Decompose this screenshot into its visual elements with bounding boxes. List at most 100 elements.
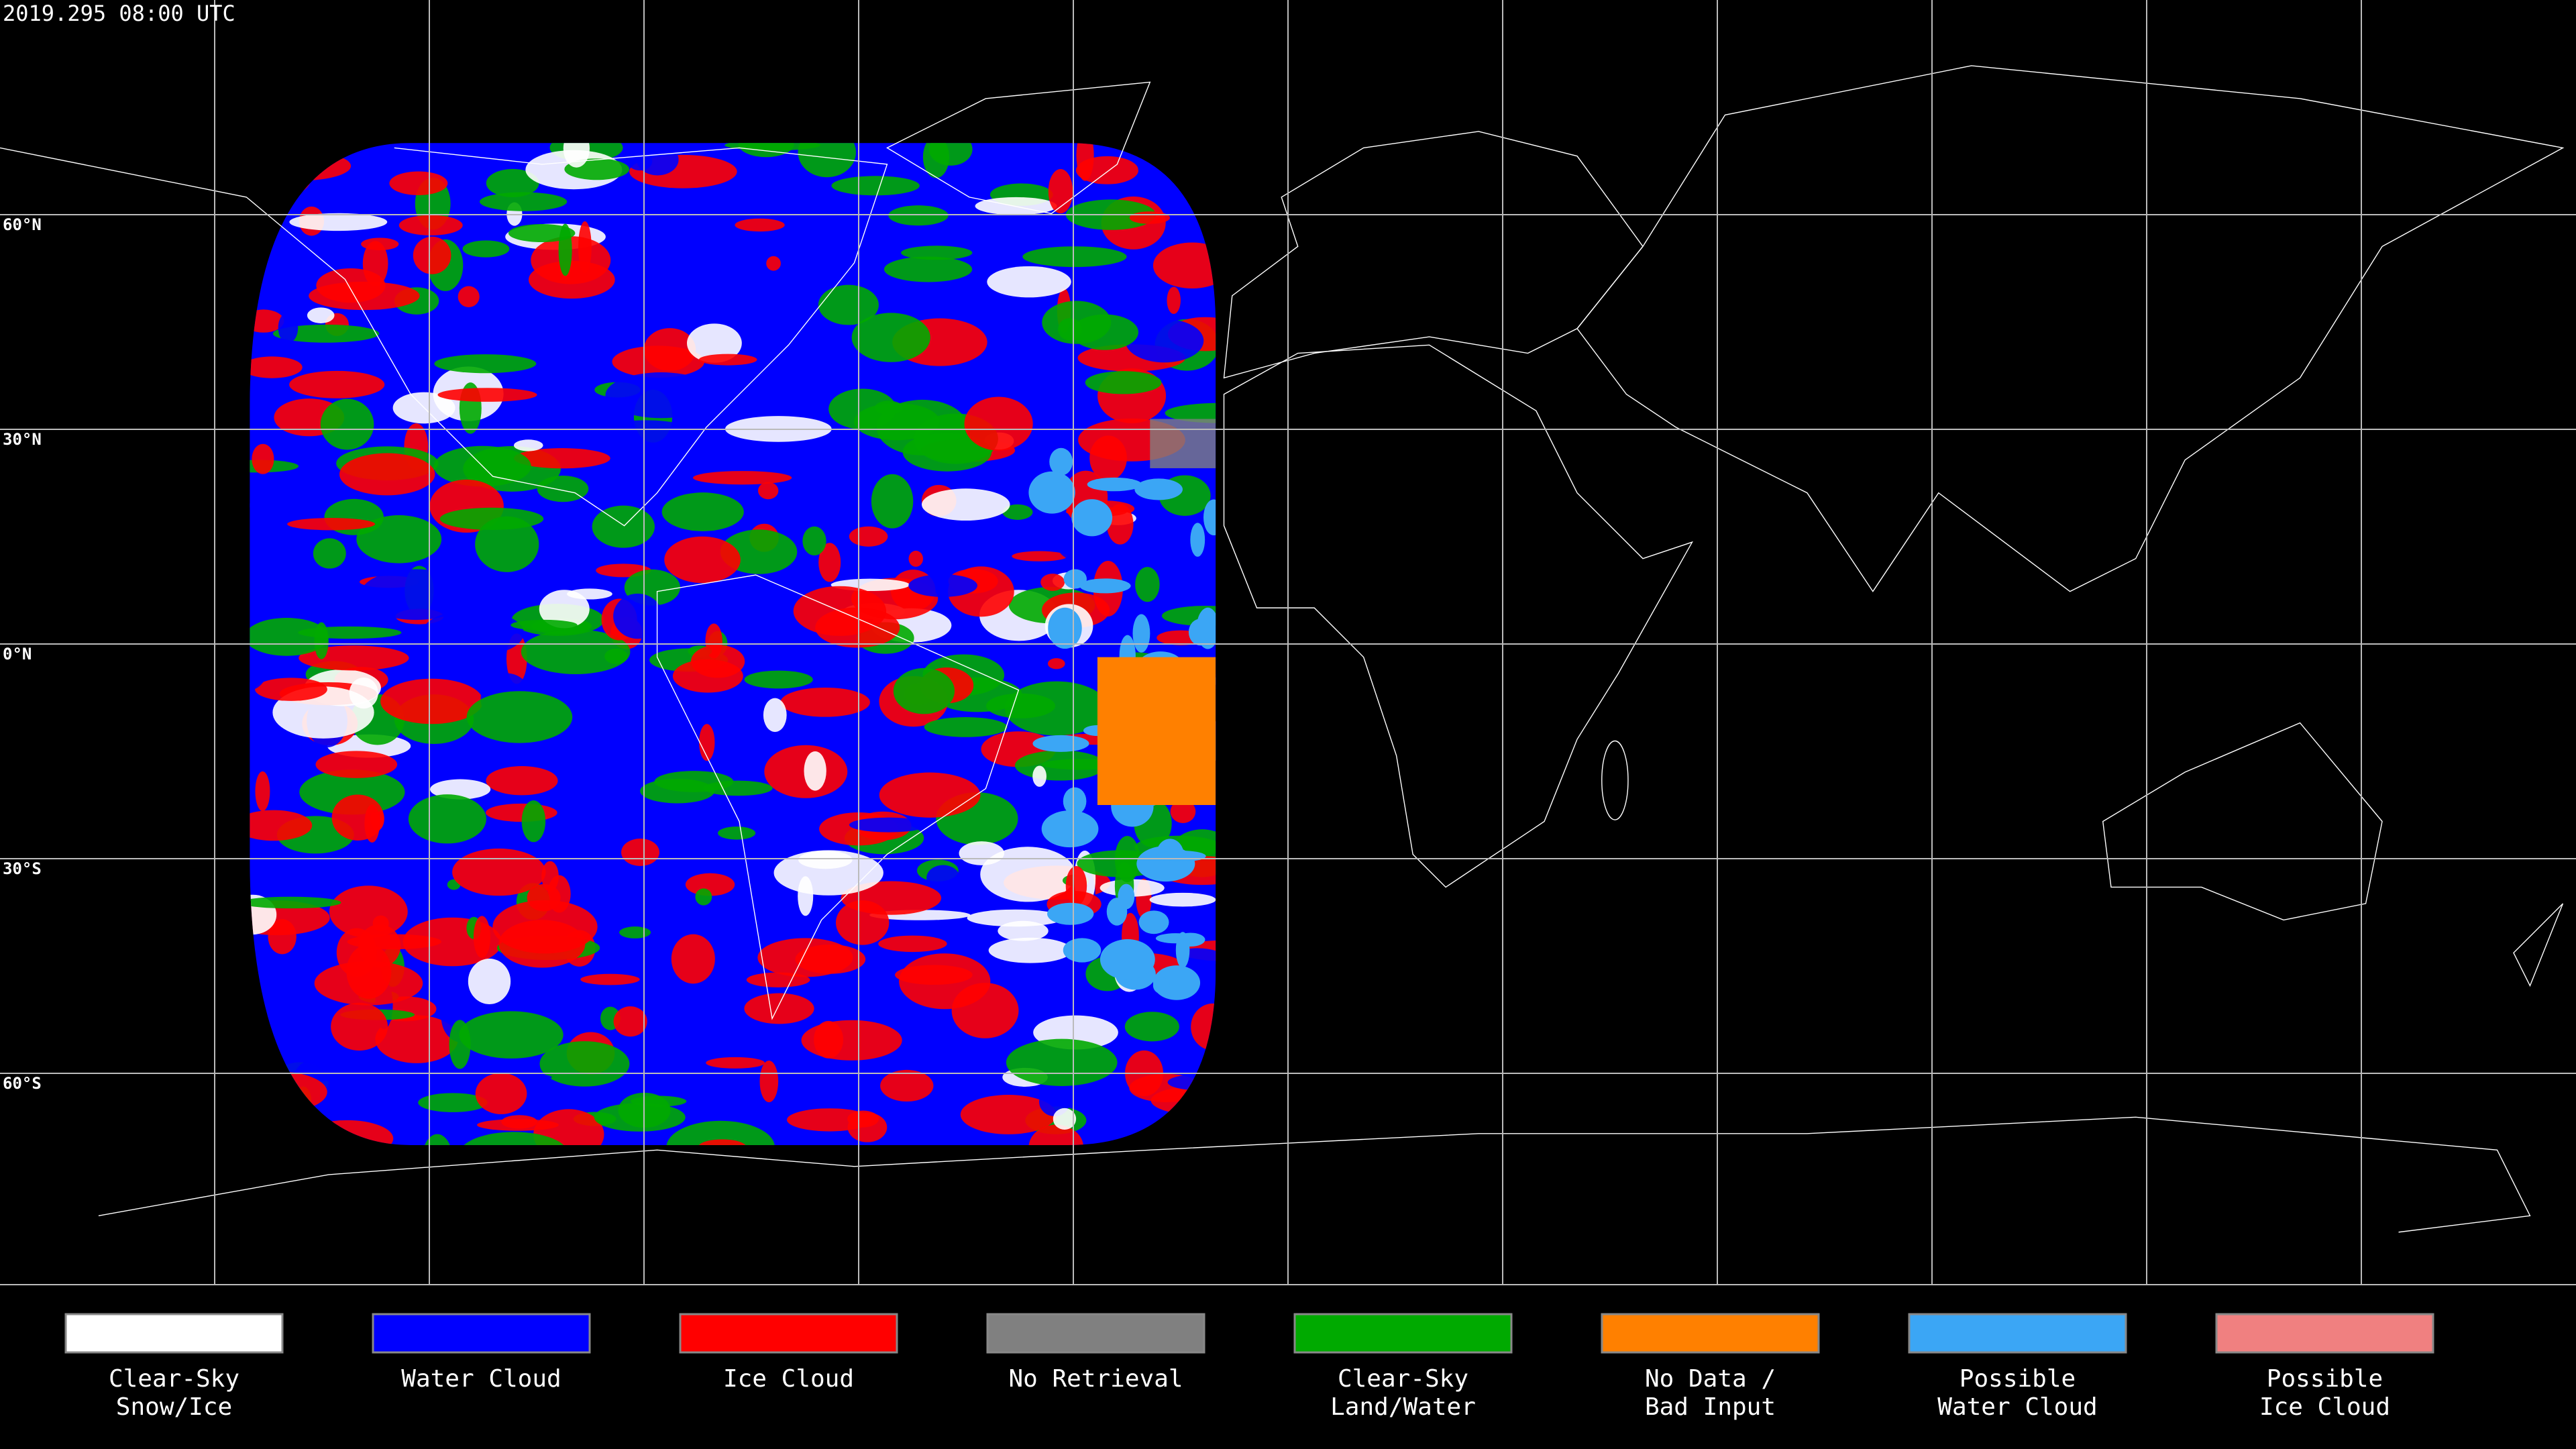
cloud-patch xyxy=(1057,526,1118,564)
cloud-patch xyxy=(831,176,920,196)
cloud-patch xyxy=(985,693,1056,718)
cloud-patch xyxy=(430,779,491,800)
cloud-patch xyxy=(449,1020,471,1069)
cloud-patch xyxy=(744,670,813,689)
cloud-patch xyxy=(763,698,787,733)
cloud-patch xyxy=(695,888,712,906)
cloud-patch xyxy=(706,1057,765,1069)
cloud-patch xyxy=(289,213,388,231)
cloud-patch xyxy=(619,926,651,938)
cloud-patch xyxy=(847,1110,879,1128)
cloud-patch xyxy=(508,224,576,243)
cloud-patch xyxy=(605,372,717,419)
cloud-patch xyxy=(1089,435,1127,481)
coastline xyxy=(1224,131,1643,378)
legend-swatch xyxy=(1601,1313,1820,1354)
legend-swatch xyxy=(1293,1313,1513,1354)
cloud-patch xyxy=(893,667,955,714)
cloud-patch xyxy=(1118,883,1135,910)
cloud-patch xyxy=(757,482,779,500)
cloud-patch xyxy=(980,847,1076,902)
coastline xyxy=(657,575,1019,1018)
latitude-label: 60°S xyxy=(3,1074,42,1093)
cloud-patch xyxy=(360,569,472,621)
cloud-patch xyxy=(921,488,1010,521)
cloud-patch xyxy=(513,448,610,469)
cloud-patch xyxy=(527,883,561,912)
cloud-patch xyxy=(908,574,977,597)
cloud-patch xyxy=(266,1004,316,1034)
cloud-patch xyxy=(418,1093,488,1112)
cloud-patch xyxy=(331,1002,388,1051)
cloud-patch xyxy=(1165,402,1216,423)
cloud-patch xyxy=(1135,567,1160,602)
cloud-patch xyxy=(1138,910,1169,934)
latitude-label: 30°N xyxy=(3,430,42,449)
legend-label: Possible xyxy=(2267,1365,2383,1393)
cloud-patch xyxy=(486,766,558,796)
cloud-patch xyxy=(307,307,335,323)
cloud-patch xyxy=(643,328,696,372)
cloud-patch xyxy=(1032,765,1046,787)
legend-label: Possible xyxy=(1960,1365,2076,1393)
cloud-patch xyxy=(604,648,628,664)
cloud-patch xyxy=(1047,902,1094,925)
cloud-patch xyxy=(795,945,866,974)
cloud-patch xyxy=(1071,499,1113,537)
cloud-patch xyxy=(563,143,590,168)
cloud-patch xyxy=(908,550,924,567)
cloud-patch xyxy=(1152,977,1170,994)
cloud-patch xyxy=(780,687,870,717)
cloud-patch xyxy=(539,590,590,629)
cloud-patch xyxy=(818,284,879,325)
cloud-patch xyxy=(1170,800,1196,823)
cloud-patch xyxy=(477,1119,559,1131)
cloud-patch xyxy=(578,221,592,274)
cloud-patch xyxy=(1014,973,1075,1005)
cloud-patch xyxy=(1188,619,1213,646)
cloud-patch xyxy=(924,717,1008,737)
cloud-patch xyxy=(895,965,973,985)
cloud-patch xyxy=(331,794,384,841)
graticule: 60°N 30°N 0°N 30°S 60°S xyxy=(0,0,2576,1285)
cloud-patch xyxy=(1079,578,1131,594)
cloud-patch xyxy=(1028,1124,1084,1145)
cloud-patch xyxy=(486,168,539,197)
cloud-patch xyxy=(356,515,442,564)
coastline xyxy=(1602,741,1628,820)
cloud-patch xyxy=(380,678,484,724)
cloud-patch xyxy=(460,1132,568,1145)
coastline xyxy=(1224,345,1693,887)
cloud-patch xyxy=(398,215,463,235)
cloud-patch xyxy=(289,370,385,398)
legend-label: Water Cloud xyxy=(1937,1393,2097,1421)
cloud-patch xyxy=(883,256,973,282)
cloud-patch xyxy=(1167,286,1181,314)
cloud-patch xyxy=(1063,938,1102,963)
cloud-patch xyxy=(272,324,380,343)
cloud-patch xyxy=(1099,939,1155,980)
cloud-patch xyxy=(951,983,1019,1038)
cloud-patch xyxy=(541,861,559,892)
cloud-patch xyxy=(878,935,947,953)
cloud-patch xyxy=(346,944,392,999)
cloud-patch xyxy=(879,772,981,818)
cloud-patch xyxy=(458,286,480,308)
cloud-patch xyxy=(1075,156,1139,184)
coastline xyxy=(1577,66,2563,592)
cloud-patch xyxy=(1085,371,1162,394)
cloud-patch xyxy=(250,498,295,513)
cloud-patch xyxy=(511,619,578,631)
satellite-coverage xyxy=(250,143,1216,1145)
legend-label: No Data / xyxy=(1645,1365,1776,1393)
cloud-patch xyxy=(666,1120,775,1145)
cloud-patch xyxy=(880,1069,934,1102)
cloud-patch xyxy=(462,240,510,258)
cloud-patch xyxy=(690,645,745,678)
legend-label: Clear-Sky xyxy=(109,1365,239,1393)
cloud-patch xyxy=(849,526,888,547)
cloud-patch xyxy=(250,356,303,378)
cloud-patch xyxy=(849,817,928,833)
cloud-patch xyxy=(636,144,679,176)
